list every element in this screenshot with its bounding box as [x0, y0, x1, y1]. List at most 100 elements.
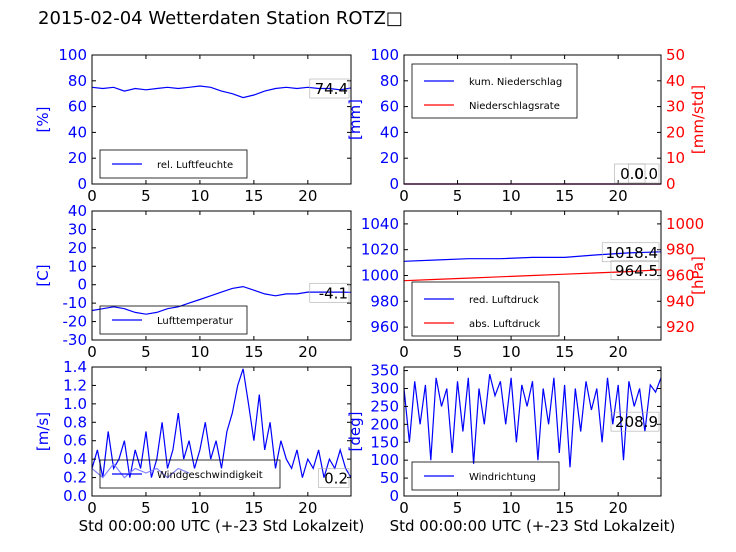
- y-tick-label: 60: [68, 98, 87, 116]
- series-line-winddir-0: [403, 374, 662, 468]
- x-axis-label: Std 00:00:00 UTC (+-23 Std Lokalzeit): [79, 517, 365, 535]
- x-tick-label: 0: [399, 187, 409, 205]
- y-tick-label: 980: [370, 292, 399, 310]
- plot-frame: [91, 210, 352, 341]
- panel-windspeed: 0 5 10 15 200.00.20.40.60.81.01.21.4[m/s]Std…: [34, 358, 364, 535]
- y-axis-label: [%]: [34, 107, 52, 133]
- y-axis-label: [C]: [34, 264, 52, 286]
- y-tick-label: 20: [380, 149, 399, 167]
- y-tick-label: 150: [370, 433, 399, 451]
- x-tick-label: 10: [502, 499, 521, 517]
- last-value-box: [610, 260, 660, 281]
- y-tick-label: 20: [68, 149, 87, 167]
- figure-title: 2015-02-04 Wetterdaten Station ROTZ□: [38, 8, 403, 29]
- y-tick-label: 50: [380, 469, 399, 487]
- x-tick-label: 15: [244, 343, 263, 361]
- x-tick-label: 0: [87, 499, 97, 517]
- y-tick-label: 0.0: [63, 487, 87, 505]
- x-tick-label: 20: [298, 187, 317, 205]
- legend-box: [99, 459, 281, 489]
- y-tick-label: 60: [380, 98, 399, 116]
- legend-box: [99, 305, 248, 335]
- y-tick-label: 1.4: [63, 358, 87, 376]
- x-tick-label: 5: [141, 499, 151, 517]
- y2-tick-label: 960: [666, 267, 695, 285]
- panel-humidity: 0 5 10 15 20 0 20 40 60 80 100 [%] 74.4 rel. Luftfeuc…: [34, 46, 352, 205]
- y-tick-label: 80: [380, 72, 399, 90]
- y-tick-label: 0: [77, 276, 87, 294]
- last-value-label: 0.0: [634, 165, 658, 183]
- y-tick-label: 0: [77, 175, 87, 193]
- legend: red. Luftdruck abs. Luftdruck: [411, 281, 560, 337]
- x-tick-label: 10: [190, 187, 209, 205]
- x-tick-label: 5: [453, 343, 463, 361]
- x-tick-label: 5: [453, 499, 463, 517]
- last-value-label: 0.0: [620, 165, 644, 183]
- x-tick-label: 10: [502, 187, 521, 205]
- plot-frame: [91, 366, 352, 497]
- y-tick-label: 20: [68, 239, 87, 257]
- series-line-windspeed-0: [91, 368, 352, 478]
- y-tick-label: 100: [58, 46, 87, 64]
- panel-precip: 0 5 10 15 20 0 20 40 60 80 100 0 10 20 30 40 50 [mm] [mm/s…: [346, 46, 707, 205]
- x-tick-label: 20: [609, 187, 628, 205]
- x-tick-label: 5: [453, 187, 463, 205]
- y-tick-label: 1.0: [63, 395, 87, 413]
- y-tick-label: 40: [380, 123, 399, 141]
- y2-axis-label: [mm/std]: [689, 85, 707, 154]
- last-value-box: [309, 78, 350, 99]
- x-tick-label: 15: [555, 187, 574, 205]
- series-line-humidity-0: [91, 85, 352, 99]
- y-tick-label: 960: [370, 318, 399, 336]
- legend-box: [411, 281, 560, 337]
- y-tick-label: 100: [370, 451, 399, 469]
- legend-label: Windgeschwindigkeit: [157, 470, 263, 481]
- legend-label: abs. Luftdruck: [469, 319, 540, 330]
- series-line-pressure-1: [403, 269, 662, 282]
- y2-tick-label: 50: [666, 46, 685, 64]
- legend-label: kum. Niederschlag: [469, 77, 562, 88]
- y-tick-label: 0: [389, 487, 399, 505]
- legend: Windgeschwindigkeit: [99, 459, 281, 489]
- legend: rel. Luftfeuchte: [99, 149, 248, 179]
- y2-tick-label: 980: [666, 241, 695, 259]
- legend-label: Windrichtung: [469, 472, 536, 483]
- panel-temperature: 0 5 10 15 20-30-20-10010203040[C]-4.1Lufttem…: [34, 202, 352, 361]
- y2-tick-label: 20: [666, 123, 685, 141]
- y-tick-label: 250: [370, 397, 399, 415]
- y2-tick-label: 920: [666, 318, 695, 336]
- x-tick-label: 15: [244, 187, 263, 205]
- x-tick-label: 10: [190, 343, 209, 361]
- x-tick-label: 20: [298, 343, 317, 361]
- plot-frame: [91, 54, 352, 185]
- y-tick-label: 350: [370, 362, 399, 380]
- x-tick-label: 20: [609, 499, 628, 517]
- x-tick-label: 15: [555, 499, 574, 517]
- x-tick-label: 15: [244, 499, 263, 517]
- x-tick-label: 10: [502, 343, 521, 361]
- y-tick-label: 1020: [361, 241, 399, 259]
- last-value-box: [614, 163, 646, 184]
- y-tick-label: -10: [63, 294, 88, 312]
- legend: kum. Niederschlag Niederschlagsrate: [411, 63, 578, 119]
- y2-tick-label: 40: [666, 72, 685, 90]
- x-tick-label: 5: [141, 343, 151, 361]
- last-value-label: 208.9: [615, 413, 658, 431]
- y-tick-label: -20: [63, 313, 88, 331]
- last-value-box: [309, 282, 350, 303]
- last-value-box: [610, 411, 660, 432]
- x-axis-label: Std 00:00:00 UTC (+-23 Std Lokalzeit): [390, 517, 676, 535]
- y-tick-label: 0.6: [63, 432, 87, 450]
- y-tick-label: 1000: [361, 267, 399, 285]
- x-tick-label: 20: [298, 499, 317, 517]
- legend-box: [411, 461, 560, 491]
- legend-label: rel. Luftfeuchte: [157, 160, 233, 171]
- legend-label: Lufttemperatur: [157, 316, 234, 327]
- y-axis-label: [m/s]: [34, 412, 52, 451]
- legend-label: red. Luftdruck: [469, 295, 539, 306]
- y-tick-label: 10: [68, 257, 87, 275]
- last-value-box: [601, 242, 660, 263]
- y2-axis-label: [hPa]: [689, 256, 707, 295]
- legend: Windrichtung: [411, 461, 560, 491]
